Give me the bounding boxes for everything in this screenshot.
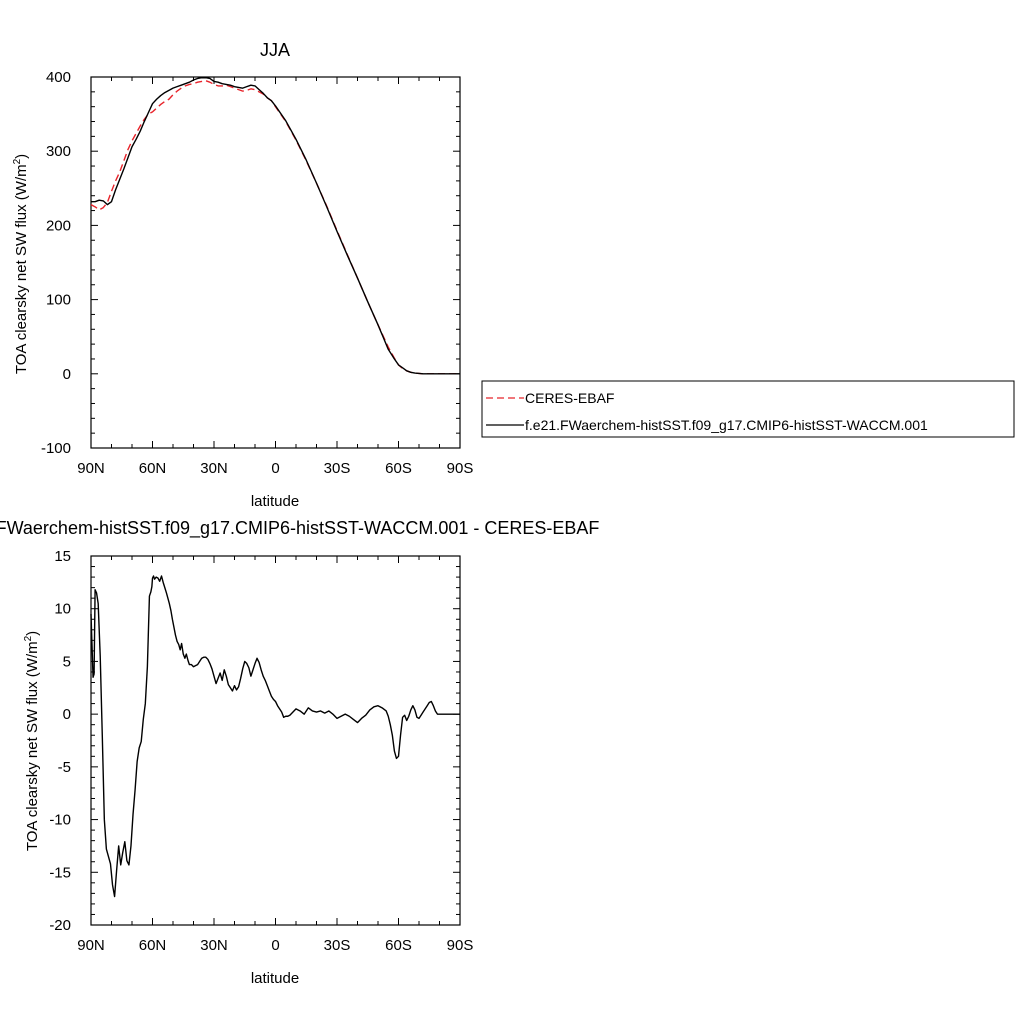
- bottom-x-tick-label: 90N: [77, 937, 105, 954]
- bottom-y-tick-label: 0: [63, 706, 71, 723]
- bottom-y-tick-label: -5: [58, 759, 71, 776]
- bottom-x-tick-label: 30S: [324, 937, 351, 954]
- top-title: JJA: [260, 40, 290, 60]
- bottom-panel: f.e21.FWaerchem-histSST.f09_g17.CMIP6-hi…: [0, 518, 599, 987]
- bottom-x-tick-label: 90S: [447, 937, 474, 954]
- bottom-x-tick-label: 30N: [200, 937, 228, 954]
- top-x-tick-label: 90S: [447, 460, 474, 477]
- top-y-tick-label: -100: [41, 440, 71, 457]
- bottom-plot-frame: [90, 555, 461, 926]
- top-x-tick-label: 30S: [324, 460, 351, 477]
- bottom-title: f.e21.FWaerchem-histSST.f09_g17.CMIP6-hi…: [0, 518, 599, 539]
- bottom-x-tick-label: 60S: [385, 937, 412, 954]
- top-panel: JJA 90N 60N 30N 0 30S 60S 90S 400 300 200 100 0 -100…: [12, 40, 473, 510]
- legend-box: [481, 380, 1015, 438]
- top-y-tick-label: 100: [46, 292, 71, 309]
- bottom-plot-area: 90N 60N 30N 0 30S 60S 90S 15 10 5 0 -5 -10 -15 -20: [49, 548, 473, 954]
- top-y-tick-label: 400: [46, 69, 71, 86]
- top-plot-area: 90N 60N 30N 0 30S 60S 90S 400 300 200 100 0 -100: [41, 69, 473, 477]
- top-x-tick-label: 60S: [385, 460, 412, 477]
- top-x-tick-label: 90N: [77, 460, 105, 477]
- top-x-tick-label: 0: [271, 460, 279, 477]
- top-x-tick-label: 60N: [139, 460, 167, 477]
- bottom-x-tick-label: 0: [271, 937, 279, 954]
- legend-label-ceres: CERES-EBAF: [525, 390, 614, 406]
- top-x-axis-label: latitude: [251, 493, 299, 510]
- top-x-tick-label: 30N: [200, 460, 228, 477]
- bottom-y-tick-label: 5: [63, 653, 71, 670]
- bottom-series-difference-line: [90, 575, 460, 898]
- top-plot-frame: [90, 76, 461, 449]
- top-series-f-line: [91, 77, 460, 375]
- bottom-y-tick-label: -10: [49, 812, 71, 829]
- bottom-y-tick-label: -15: [49, 864, 71, 881]
- top-y-tick-label: 0: [63, 366, 71, 383]
- top-y-axis-label: TOA clearsky net SW flux (W/m2): [12, 154, 30, 374]
- bottom-y-axis-label: TOA clearsky net SW flux (W/m2): [23, 631, 41, 851]
- bottom-y-tick-label: -20: [49, 917, 71, 934]
- top-y-tick-label: 300: [46, 143, 71, 160]
- bottom-y-tick-label: 15: [54, 548, 71, 565]
- bottom-y-tick-label: 10: [54, 601, 71, 618]
- top-series-ceres-ebaf-line: [90, 80, 460, 375]
- legend-label-model: f.e21.FWaerchem-histSST.f09_g17.CMIP6-hi…: [525, 417, 928, 433]
- legend: CERES-EBAF f.e21.FWaerchem-histSST.f09_g…: [481, 380, 1015, 438]
- top-y-tick-label: 200: [46, 217, 71, 234]
- bottom-x-axis-label: latitude: [251, 970, 299, 987]
- bottom-x-tick-label: 60N: [139, 937, 167, 954]
